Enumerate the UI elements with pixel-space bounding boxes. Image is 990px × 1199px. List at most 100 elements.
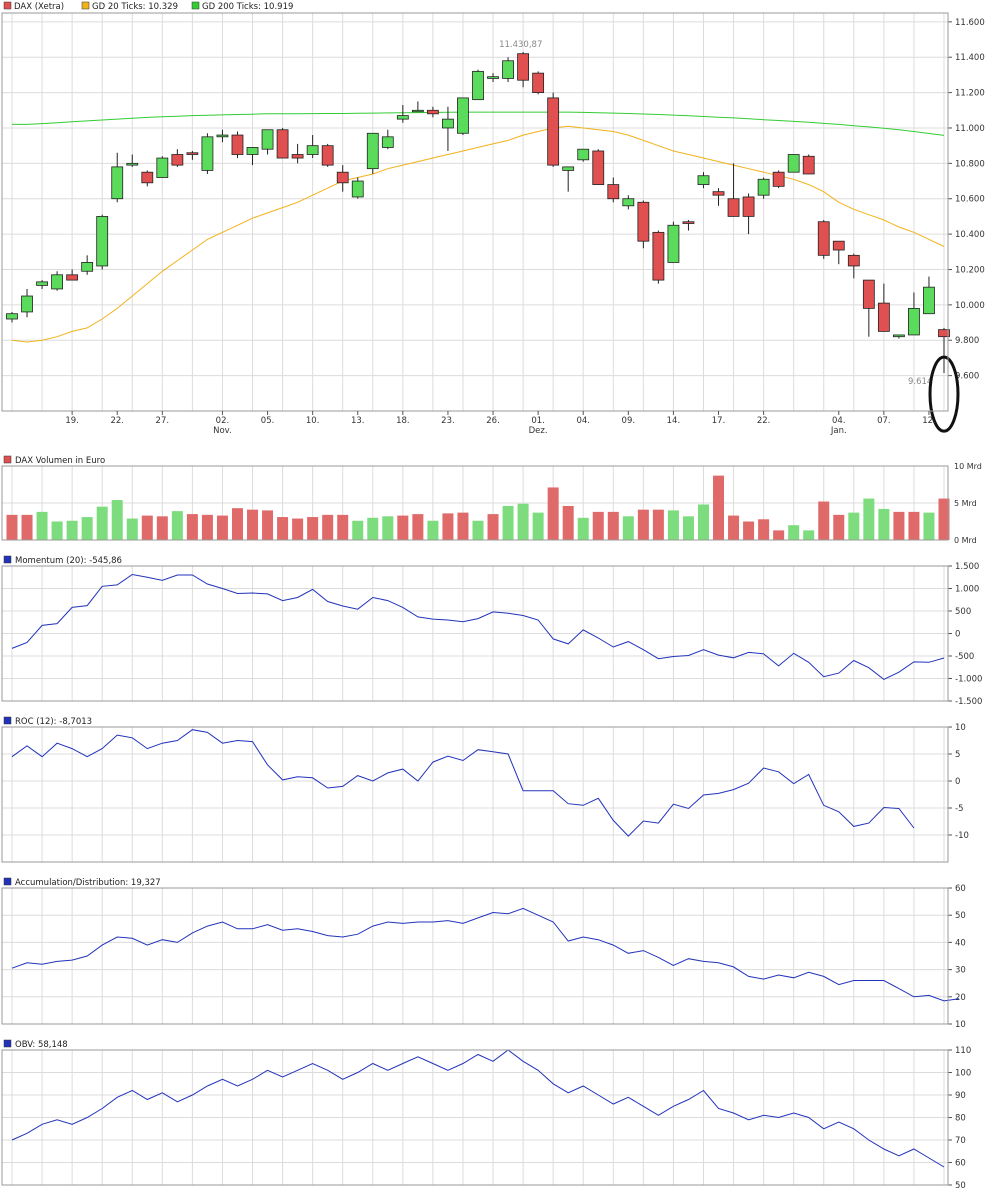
price-y-tick-label: 11.200 — [955, 89, 985, 99]
volume-bar — [893, 511, 905, 540]
x-tick-label: 22. — [110, 416, 124, 426]
x-tick-label: 04. — [576, 416, 590, 426]
obv-y-tick-label: 80 — [955, 1114, 966, 1124]
volume-bar — [427, 520, 439, 540]
ad-panel: 60 50 40 30 20 10 — [1, 884, 966, 1030]
candle — [6, 313, 18, 320]
candle — [847, 254, 860, 267]
x-tick-label: 07. — [877, 416, 891, 426]
candle — [246, 147, 259, 155]
candle — [787, 154, 800, 173]
candle — [66, 274, 79, 281]
momentum-y-tick-label: 500 — [955, 607, 971, 617]
x-tick-label: 17. — [712, 416, 726, 426]
volume-title-swatch — [3, 455, 12, 464]
volume-bar — [382, 516, 394, 540]
volume-bar — [758, 519, 770, 540]
volume-bar — [262, 510, 274, 540]
obv-line — [11, 1049, 945, 1168]
candle — [742, 196, 755, 217]
volume-bar — [713, 475, 725, 540]
candle — [577, 148, 590, 161]
max-annotation: 11.430,87 — [499, 40, 542, 50]
candle — [321, 145, 334, 166]
price-y-tick-label: 11.400 — [955, 53, 985, 63]
candle — [547, 97, 560, 166]
roc-border — [1, 726, 949, 863]
price-border — [1, 12, 949, 412]
volume-bar — [292, 518, 304, 540]
legend-swatch — [81, 1, 90, 10]
volume-bar — [156, 516, 168, 540]
price-y-tick-label: 9.600 — [955, 372, 979, 382]
candle — [697, 175, 710, 185]
volume-bar — [367, 517, 379, 540]
candle — [532, 72, 545, 93]
x-tick-label: 14. — [667, 416, 681, 426]
candle — [893, 334, 905, 338]
volume-y-tick-label: 5 Mrd — [954, 499, 977, 508]
x-tick-label: 10. — [306, 416, 320, 426]
candle — [622, 198, 635, 207]
volume-bar — [682, 516, 694, 540]
x-tick-label: 27. — [156, 416, 170, 426]
roc-y-tick-label: 0 — [955, 777, 960, 787]
legend-label: GD 200 Ticks: 10.919 — [202, 2, 293, 12]
volume-bar — [186, 514, 198, 540]
x-tick-label: 01. — [531, 416, 545, 426]
candle — [381, 136, 394, 148]
momentum-y-tick-label: -1.000 — [955, 675, 982, 685]
volume-bar — [111, 500, 123, 540]
candle — [201, 136, 214, 171]
momentum-border — [1, 565, 949, 702]
candle — [457, 97, 469, 134]
price-y-tick-label: 10.400 — [955, 230, 985, 240]
price-y-tick-label: 10.000 — [955, 301, 985, 311]
candle — [186, 152, 199, 155]
candle — [291, 154, 304, 159]
roc-y-tick-label: -10 — [955, 831, 969, 841]
price-y-tick-label: 10.600 — [955, 195, 985, 205]
ad-title-swatch — [3, 877, 12, 886]
volume-bar — [788, 525, 800, 540]
volume-bar — [277, 517, 289, 540]
volume-bar — [607, 511, 619, 540]
volume-bar — [773, 530, 785, 540]
volume-bar — [231, 508, 243, 540]
candle — [36, 281, 48, 286]
volume-bar — [502, 505, 514, 540]
x-tick-label: 12. — [922, 416, 936, 426]
obv-y-tick-label: 70 — [955, 1136, 966, 1146]
x-tick-label: 04. — [832, 416, 846, 426]
candle — [111, 166, 124, 200]
obv-y-tick-label: 110 — [955, 1046, 971, 1056]
candle — [757, 178, 770, 196]
obv-y-tick-label: 100 — [955, 1069, 971, 1079]
obv-y-tick-label: 60 — [955, 1159, 966, 1169]
volume-border — [1, 465, 949, 541]
volume-bar — [412, 514, 424, 540]
volume-bar — [652, 509, 664, 540]
momentum-title: Momentum (20): -545,86 — [15, 556, 122, 566]
x-tick-label: 26. — [486, 416, 500, 426]
volume-bar — [472, 520, 484, 540]
x-tick-label: 02. — [216, 416, 230, 426]
ad-y-tick-label: 30 — [955, 966, 966, 976]
price-y-tick-label: 11.000 — [955, 124, 985, 134]
volume-bar — [81, 517, 93, 540]
momentum-y-tick-label: -1.500 — [955, 697, 982, 707]
candle — [21, 295, 33, 313]
volume-bar — [247, 509, 259, 540]
obv-title: OBV: 58,148 — [15, 1040, 68, 1050]
roc-background — [2, 727, 948, 862]
roc-y-tick-label: 5 — [955, 750, 960, 760]
volume-bar — [532, 512, 544, 540]
volume-bar — [833, 514, 845, 540]
volume-bar — [667, 510, 679, 540]
volume-bar — [322, 514, 334, 540]
candle — [862, 279, 875, 309]
volume-bar — [908, 511, 920, 540]
roc-title: ROC (12): -8,7013 — [15, 717, 92, 727]
candle — [442, 118, 454, 129]
volume-bar — [938, 498, 950, 540]
